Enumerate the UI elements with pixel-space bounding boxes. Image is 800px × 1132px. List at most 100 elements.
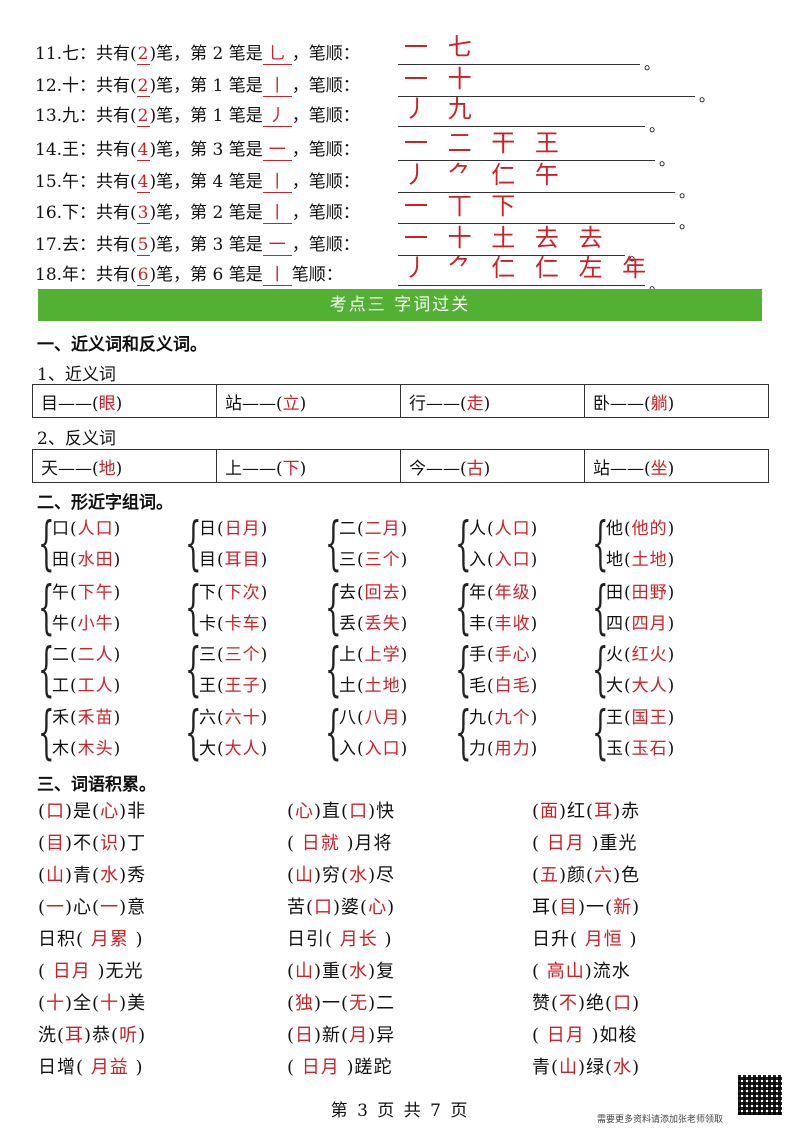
base-char: 入( [339, 739, 365, 759]
idiom-answer: 水 [349, 961, 369, 982]
similar-char-row: 地(土地) [606, 545, 675, 570]
word-answer: 禾苗 [77, 708, 114, 728]
similar-char-group: {年(年级) 丰(丰收) [455, 578, 595, 640]
base-char: 手( [469, 645, 495, 665]
question-suffix: ，笔顺： [291, 106, 360, 126]
base-char: 土( [339, 676, 365, 696]
idiom-answer: 月益 [90, 1057, 129, 1078]
question-suffix: ，笔顺： [291, 203, 360, 223]
idiom-item: (山)重(水)复 [287, 957, 395, 983]
antonym-answer: 古 [466, 458, 484, 479]
question-mid: )笔，第 3 笔是 [149, 235, 263, 255]
antonym-word: 站——( [593, 458, 651, 479]
idiom-text: ( [532, 865, 541, 886]
base-char: 二( [52, 645, 78, 665]
paren: ) [667, 645, 676, 665]
paren: ) [113, 676, 122, 696]
similar-char-row: 二(二人) [52, 640, 121, 665]
stroke-sequence-answer: 一 七 [398, 33, 640, 65]
idiom-text: )非 [119, 801, 147, 822]
paren: ) [113, 645, 122, 665]
similar-char-row: 玉(玉石) [606, 734, 675, 759]
idiom-item: (面)红(耳)赤 [532, 797, 640, 823]
stroke-count-answer: 4 [136, 140, 150, 161]
stroke-count-answer: 6 [136, 265, 150, 286]
stroke-sequence-text: 一 二 干 王 [404, 129, 565, 157]
word-answer: 丰收 [494, 614, 531, 634]
idiom-answer: 水 [100, 865, 120, 886]
question-prefix: 11.七：共有( [35, 44, 137, 64]
word-answer: 土地 [364, 676, 401, 696]
synonym-word: 卧——( [593, 393, 651, 414]
paren: ) [667, 393, 675, 414]
section1-title: 一、近义词和反义词。 [37, 335, 207, 355]
idiom-item: ( 日月 )如梭 [532, 1021, 638, 1047]
idiom-answer: 十 [100, 993, 120, 1014]
idiom-text: )一( [578, 897, 614, 918]
period: 。 [699, 86, 716, 105]
idiom-answer: 五 [540, 865, 560, 886]
similar-char-row: 王(王子) [199, 671, 268, 696]
similar-char-group: {禾(禾苗) 木(木头) [38, 703, 178, 765]
base-char: 二( [339, 519, 365, 539]
similar-char-group: {他(他的) 地(土地) [592, 514, 732, 576]
idiom-text: )不( [65, 833, 101, 854]
base-char: 大( [199, 739, 225, 759]
paren: ) [260, 614, 269, 634]
idiom-text: )绝( [578, 993, 614, 1014]
base-char: 他( [606, 519, 632, 539]
word-answer: 八月 [364, 708, 401, 728]
base-char: 九( [469, 708, 495, 728]
synonyms-subtitle: 1、近义词 [37, 365, 116, 385]
idiom-text: )意 [119, 897, 147, 918]
idiom-text: )丁 [119, 833, 147, 854]
base-char: 三( [339, 550, 365, 570]
brace-icon: { [592, 698, 609, 766]
stroke-sequence-text: 一 七 [404, 33, 478, 61]
idiom-text: )直( [314, 801, 350, 822]
idiom-answer: 日月 [301, 1057, 340, 1078]
base-char: 卡( [199, 614, 225, 634]
word-answer: 三个 [364, 550, 401, 570]
stroke-answer: 一 [262, 235, 292, 256]
idiom-answer: 一 [100, 897, 120, 918]
similar-char-row: 去(回去) [339, 578, 408, 603]
word-answer: 九个 [494, 708, 531, 728]
synonym-answer: 走 [466, 393, 484, 414]
brace-icon: { [185, 635, 202, 703]
brace-icon: { [325, 698, 342, 766]
idiom-text: )穷( [314, 865, 350, 886]
idiom-item: 日引( 月长 ) [287, 925, 393, 951]
idiom-item: ( 日就 )月将 [287, 829, 393, 855]
antonym-cell: 今——(古) [400, 449, 585, 483]
idiom-text: )心( [65, 897, 101, 918]
stroke-answer: 丨 [262, 203, 292, 224]
similar-char-row: 丢(丢失) [339, 609, 408, 634]
idiom-item: ( 高山)流水 [532, 957, 631, 983]
idiom-text: )是( [65, 801, 101, 822]
paren: ) [530, 708, 539, 728]
page-footer: 第 3 页 共 7 页 [330, 1101, 470, 1121]
similar-char-row: 午(下午) [52, 578, 121, 603]
word-answer: 人口 [494, 519, 531, 539]
similar-char-row: 丰(丰收) [469, 609, 538, 634]
brace-icon: { [38, 635, 55, 703]
idiom-answer: 口 [613, 993, 633, 1014]
brace-icon: { [592, 509, 609, 577]
idiom-text: )异 [368, 1025, 396, 1046]
question-prefix: 15.午：共有( [35, 172, 137, 192]
idiom-item: 赞(不)绝(口) [532, 989, 640, 1015]
brace-icon: { [38, 509, 55, 577]
similar-char-group: {八(八月) 入(入口) [325, 703, 465, 765]
section3-title: 三、词语积累。 [37, 775, 156, 795]
idiom-answer: 水 [349, 865, 369, 886]
idiom-item: (心)直(口)快 [287, 797, 395, 823]
idiom-answer: 月累 [90, 929, 129, 950]
paren: ) [299, 458, 307, 479]
idiom-text: ( [38, 801, 47, 822]
stroke-sequence-answer: 丿 ⺈ 仁 午 [398, 161, 675, 193]
base-char: 丰( [469, 614, 495, 634]
paren: ) [115, 393, 123, 414]
synonym-answer: 躺 [650, 393, 668, 414]
idiom-text: ( [532, 1025, 547, 1046]
